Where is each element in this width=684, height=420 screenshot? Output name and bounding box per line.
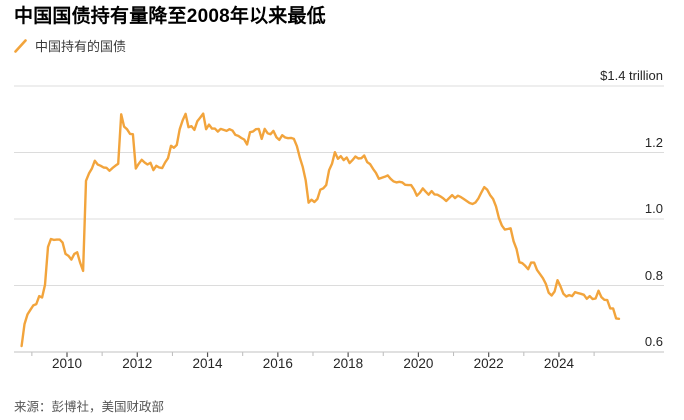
y-tick-label: 0.6: [644, 334, 663, 349]
legend-line-icon: [14, 38, 27, 53]
x-tick-label: 2018: [333, 356, 364, 371]
x-tick-label: 2020: [403, 356, 434, 371]
y-tick-label: 1.0: [644, 201, 663, 216]
y-tick-label: 1.2: [644, 134, 663, 150]
x-tick-label: 2016: [262, 356, 293, 371]
x-tick-label: 2012: [122, 356, 153, 371]
x-tick-label: 2014: [192, 356, 223, 371]
x-tick-label: 2022: [473, 356, 504, 371]
x-tick-label: 2010: [51, 356, 83, 371]
legend-label: 中国持有的国债: [35, 39, 127, 54]
x-tick-label: 2024: [543, 356, 574, 371]
chart-title: 中国国债持有量降至2008年以来最低: [14, 6, 326, 27]
y-tick-label: 0.8: [644, 267, 663, 283]
legend: 中国持有的国债: [14, 37, 126, 54]
source-note: 来源：彭博社，美国财政部: [14, 400, 165, 414]
y-tick-label: $1.4 trillion: [600, 68, 663, 83]
holdings-line: [20, 112, 621, 348]
